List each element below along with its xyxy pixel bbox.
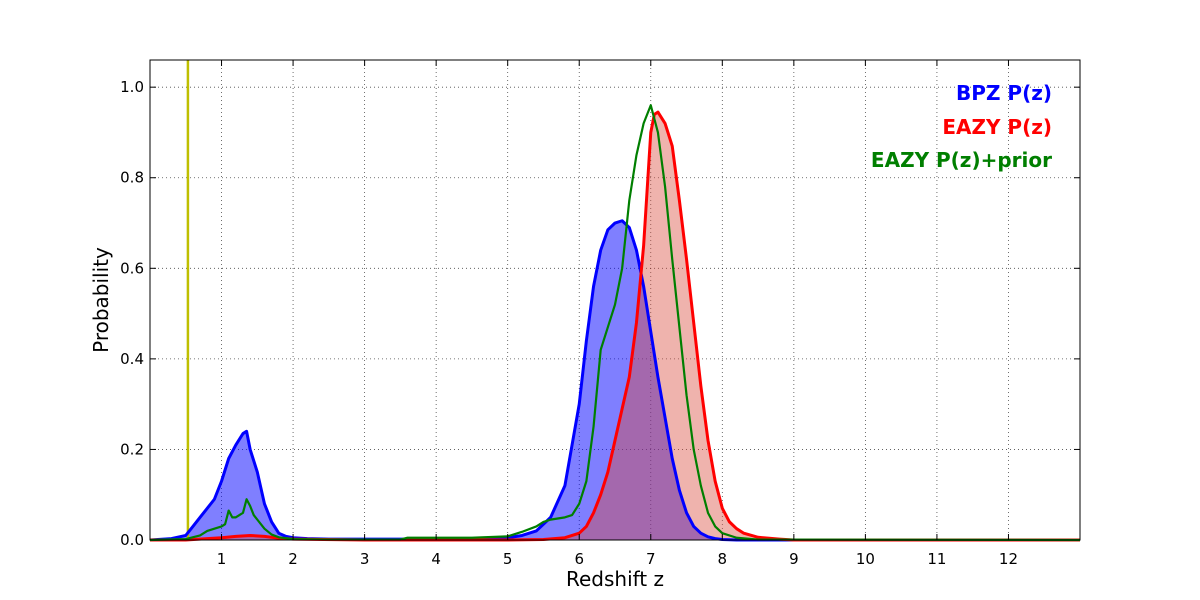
x-tick-label: 4 bbox=[431, 550, 441, 568]
x-tick-labels: 1 2 3 4 5 6 7 8 9 10 11 12 bbox=[217, 550, 1018, 568]
y-tick-label: 0.2 bbox=[120, 440, 144, 458]
y-tick-label: 0.8 bbox=[120, 169, 144, 187]
x-tick-label: 12 bbox=[999, 550, 1018, 568]
series-fills bbox=[150, 112, 1080, 540]
x-tick-label: 3 bbox=[360, 550, 370, 568]
plot-frame bbox=[149, 59, 1081, 541]
y-tick-label: 1.0 bbox=[120, 78, 144, 96]
x-tick-label: 10 bbox=[856, 550, 875, 568]
x-axis-title: Redshift z bbox=[566, 567, 664, 591]
x-tick-label: 6 bbox=[574, 550, 584, 568]
x-tick-label: 5 bbox=[503, 550, 513, 568]
x-tick-label: 1 bbox=[217, 550, 227, 568]
series-lines bbox=[149, 104, 1081, 542]
series-fill-1 bbox=[150, 112, 1080, 540]
legend-eazy: EAZY P(z) bbox=[942, 115, 1052, 139]
series-line-0 bbox=[149, 219, 1080, 542]
legend-bpz: BPZ P(z) bbox=[956, 81, 1052, 105]
series-line-2 bbox=[149, 104, 1081, 542]
x-tick-label: 2 bbox=[288, 550, 298, 568]
series-fill-0 bbox=[150, 220, 1080, 540]
y-axis-title: Probability bbox=[89, 247, 113, 353]
axis-ticks bbox=[150, 60, 1080, 541]
x-tick-label: 11 bbox=[927, 550, 946, 568]
legend-eazy-prior: EAZY P(z)+prior bbox=[871, 148, 1052, 172]
x-tick-label: 9 bbox=[789, 550, 799, 568]
x-tick-label: 8 bbox=[718, 550, 728, 568]
y-tick-labels: 0.0 0.2 0.4 0.6 0.8 1.0 bbox=[120, 78, 144, 549]
y-tick-label: 0.6 bbox=[120, 259, 144, 277]
y-tick-label: 0.0 bbox=[120, 531, 144, 549]
y-tick-label: 0.4 bbox=[120, 350, 144, 368]
x-tick-label: 7 bbox=[646, 550, 656, 568]
